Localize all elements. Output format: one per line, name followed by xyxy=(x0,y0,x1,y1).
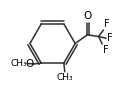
Text: CH₃: CH₃ xyxy=(10,59,27,68)
Text: O: O xyxy=(83,11,91,21)
Text: F: F xyxy=(104,19,110,29)
Text: CH₃: CH₃ xyxy=(56,73,73,82)
Text: F: F xyxy=(107,33,113,43)
Text: F: F xyxy=(103,45,108,55)
Text: O: O xyxy=(25,59,33,69)
